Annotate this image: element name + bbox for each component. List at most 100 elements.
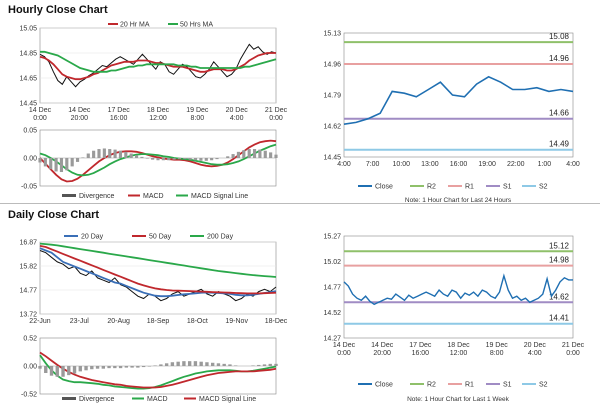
divergence-bar xyxy=(65,158,69,171)
series-line-macd-signal-line xyxy=(39,143,277,177)
divergence-bar xyxy=(172,158,176,160)
divergence-bar xyxy=(49,366,54,376)
y-tick-label: 15.27 xyxy=(323,234,341,241)
series-line-200-day xyxy=(39,242,277,278)
x-tick-label: 20:00 xyxy=(373,350,391,357)
x-tick-label: 14 Dec xyxy=(68,107,91,114)
legend-50hrs-ma: 50 Hrs MA xyxy=(180,22,213,29)
divergence-bar xyxy=(205,362,209,366)
x-tick-label: 8:00 xyxy=(490,350,504,357)
divergence-bar xyxy=(258,149,262,158)
chart-legend: Divergence MACD MACD Signal Line xyxy=(62,193,248,200)
divergence-bar xyxy=(61,366,65,377)
divergence-bar xyxy=(118,150,123,158)
y-tick-label: 0.05 xyxy=(23,128,37,135)
divergence-bar xyxy=(236,151,241,158)
divergence-bar xyxy=(274,154,278,158)
divergence-bar xyxy=(107,366,111,369)
x-tick-label: 1:00 xyxy=(538,161,552,168)
legend-r2: R2 xyxy=(427,184,436,191)
x-tick-label: 14 Dec xyxy=(29,107,52,114)
divergence-bar xyxy=(226,156,230,158)
divergence-bar xyxy=(193,361,198,366)
divergence-bar xyxy=(102,148,106,158)
hourly-macd-chart: 0.05 0.00 -0.05 Divergence MACD MACD Signa… xyxy=(21,128,278,200)
chart-note: Note: 1 Hour Chart for Last 1 Week xyxy=(407,396,510,403)
x-tick-label: 12:00 xyxy=(450,350,468,357)
divergence-bar xyxy=(140,156,144,158)
divergence-bar xyxy=(231,154,235,158)
y-tick-label: 14.45 xyxy=(323,155,341,162)
series-line-50-hrs-ma xyxy=(40,50,277,73)
daily-section-title: Daily Close Chart xyxy=(8,209,100,221)
divergence-bar xyxy=(124,366,129,368)
legend-s1: S1 xyxy=(503,184,512,191)
legend-macd: MACD xyxy=(147,396,168,403)
divergence-bar xyxy=(199,361,203,366)
x-tick-label: 18-Dec xyxy=(265,318,288,325)
divergence-bar xyxy=(78,366,82,372)
x-tick-label: 10:00 xyxy=(392,161,410,168)
x-tick-label: 20:00 xyxy=(71,115,89,122)
x-tick-label: 4:00 xyxy=(230,115,244,122)
chart-legend: Close R2 R1 S1 S2 xyxy=(358,184,548,191)
level-label-r1: 14.98 xyxy=(549,256,570,265)
divergence-bar xyxy=(72,366,77,374)
x-tick-label: 20 Dec xyxy=(524,342,547,349)
chart-legend: 20 Day 50 Day 200 Day xyxy=(64,234,234,241)
y-tick-label: 0.52 xyxy=(23,336,37,343)
y-tick-label: 15.02 xyxy=(323,259,341,266)
divergence-bar xyxy=(222,363,226,366)
divergence-bar xyxy=(118,366,123,369)
series-line-close xyxy=(343,273,573,306)
x-tick-label: 19 Dec xyxy=(486,342,509,349)
x-tick-label: 22:00 xyxy=(507,161,525,168)
divergence-bar xyxy=(59,158,64,172)
series-line-close xyxy=(39,250,277,302)
divergence-bar xyxy=(187,361,192,366)
divergence-bar xyxy=(81,157,85,158)
y-tick-label: 16.87 xyxy=(19,240,37,247)
divergence-bar xyxy=(183,158,187,160)
legend-divergence: Divergence xyxy=(79,396,115,403)
chart-legend: 20 Hr MA 50 Hrs MA xyxy=(108,22,213,29)
divergence-bar xyxy=(269,152,273,158)
x-tick-label: 21 Dec xyxy=(562,342,585,349)
x-tick-label: 14 Dec xyxy=(371,342,394,349)
y-tick-label: 0.00 xyxy=(23,156,37,163)
divergence-bar xyxy=(153,365,157,366)
divergence-bar xyxy=(188,158,192,160)
divergence-bar xyxy=(274,363,278,366)
x-tick-label: 20-Aug xyxy=(107,318,130,325)
divergence-bar xyxy=(164,363,169,366)
divergence-bar xyxy=(108,149,112,158)
level-label-r2: 15.12 xyxy=(549,241,570,250)
legend-r2: R2 xyxy=(427,382,436,389)
legend-50-day: 50 Day xyxy=(149,234,172,241)
divergence-bar xyxy=(145,158,149,159)
legend-s1: S1 xyxy=(503,382,512,389)
divergence-bar xyxy=(134,155,139,158)
x-tick-label: 16:00 xyxy=(412,350,430,357)
divergence-bar xyxy=(97,149,101,158)
x-tick-label: 13:00 xyxy=(421,161,439,168)
legend-20hr-ma: 20 Hr MA xyxy=(120,22,150,29)
divergence-bar xyxy=(129,153,133,158)
y-tick-label: 15.05 xyxy=(19,26,37,33)
divergence-bar xyxy=(176,361,180,366)
x-tick-label: 4:00 xyxy=(566,161,580,168)
y-tick-label: 14.77 xyxy=(323,285,341,292)
divergence-bar xyxy=(234,365,238,366)
divergence-bar xyxy=(263,150,267,158)
divergence-bar xyxy=(136,366,140,368)
y-tick-label: 14.27 xyxy=(323,336,341,343)
y-tick-label: 14.79 xyxy=(323,93,341,100)
legend-s2: S2 xyxy=(539,184,548,191)
x-tick-label: 0:00 xyxy=(566,350,580,357)
divergence-bar xyxy=(49,158,53,170)
chart-note: Note: 1 Hour Chart for Last 24 Hours xyxy=(405,197,512,204)
